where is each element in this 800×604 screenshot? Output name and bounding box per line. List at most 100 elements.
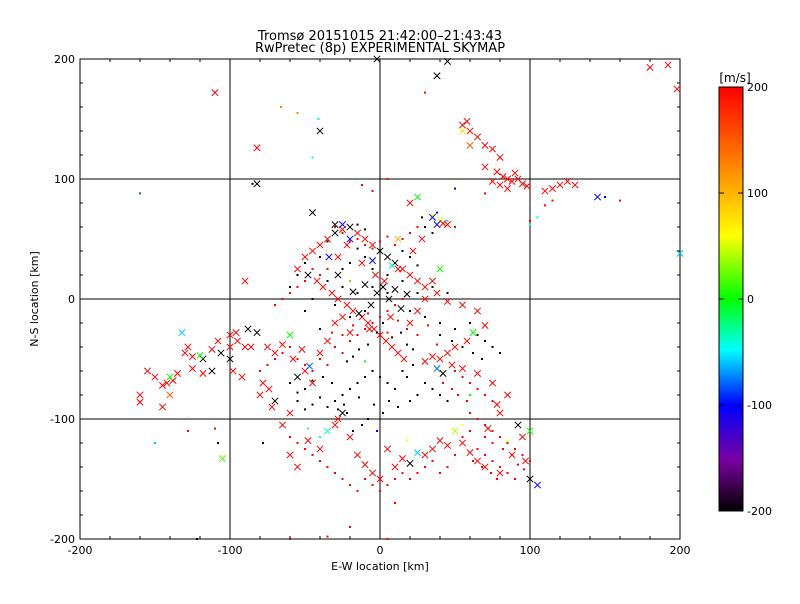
- point-dot: [454, 328, 456, 330]
- point-dot: [529, 223, 531, 226]
- point-dot: [311, 298, 314, 300]
- point-cross: [496, 181, 504, 189]
- point-cross: [433, 72, 441, 80]
- point-dot: [481, 466, 483, 468]
- point-cross-stroke: [166, 391, 174, 399]
- point-cross: [259, 379, 267, 387]
- point-dot: [436, 343, 438, 346]
- x-axis-label: E-W location [km]: [331, 560, 429, 573]
- point-cross-stroke: [338, 409, 347, 417]
- point-cross-stroke: [286, 331, 294, 339]
- point-cross-stroke: [334, 415, 342, 423]
- point-cross: [421, 295, 429, 303]
- point-dot: [382, 322, 384, 324]
- point-cross-stroke: [338, 221, 347, 229]
- point-dot: [371, 322, 374, 324]
- point-dot: [356, 238, 359, 240]
- point-dot: [289, 292, 291, 294]
- point-dot: [394, 388, 396, 390]
- point-cross-stroke: [286, 409, 294, 417]
- point-cross-stroke: [433, 289, 441, 297]
- point-cross: [493, 168, 501, 176]
- point-dot: [496, 478, 498, 480]
- point-cross: [232, 329, 240, 337]
- point-cross-stroke: [526, 475, 534, 483]
- point-cross: [413, 307, 422, 315]
- point-dot: [476, 448, 479, 450]
- point-cross-stroke: [439, 219, 447, 227]
- point-cross-stroke: [473, 369, 482, 377]
- colorbar-tick-label: 100: [747, 187, 768, 200]
- point-cross: [496, 409, 504, 417]
- point-cross-stroke: [388, 343, 396, 351]
- point-dot: [431, 286, 434, 288]
- point-dot: [304, 388, 306, 390]
- point-cross-stroke: [271, 349, 279, 357]
- point-cross: [293, 265, 302, 273]
- point-dot: [439, 472, 441, 474]
- point-cross: [376, 475, 384, 483]
- point-dot: [469, 430, 471, 432]
- point-cross-stroke: [383, 445, 392, 453]
- colorbar-tick-label: 200: [747, 81, 768, 94]
- point-dot: [322, 376, 324, 378]
- point-cross-stroke: [316, 349, 324, 357]
- point-dot: [289, 436, 291, 438]
- point-cross: [406, 199, 414, 207]
- point-cross: [433, 365, 441, 373]
- point-dot: [334, 400, 336, 402]
- point-cross: [548, 185, 557, 193]
- point-dot: [349, 388, 351, 390]
- point-dot: [382, 412, 384, 414]
- point-cross: [151, 373, 159, 381]
- point-cross-stroke: [238, 373, 246, 381]
- point-dot: [506, 442, 509, 444]
- point-cross-stroke: [541, 187, 549, 195]
- point-cross: [286, 451, 294, 459]
- point-cross-stroke: [383, 253, 392, 261]
- point-cross-stroke: [361, 461, 369, 469]
- point-cross: [305, 362, 314, 370]
- point-cross-stroke: [418, 235, 426, 243]
- point-dot: [386, 538, 389, 540]
- point-cross: [268, 403, 276, 411]
- point-cross: [323, 337, 332, 345]
- point-dot: [319, 256, 321, 258]
- point-cross: [488, 177, 497, 185]
- colorbar-tick-label: 0: [747, 293, 754, 306]
- point-dot: [326, 240, 329, 243]
- point-cross: [286, 409, 294, 417]
- point-dot: [367, 343, 369, 346]
- point-cross-stroke: [208, 367, 216, 375]
- point-cross-stroke: [289, 355, 297, 363]
- point-cross-stroke: [463, 337, 471, 345]
- point-dot: [427, 324, 429, 327]
- point-dot: [476, 388, 479, 390]
- point-cross: [481, 463, 489, 471]
- point-cross-stroke: [376, 331, 384, 339]
- point-dot: [356, 292, 359, 294]
- point-cross: [308, 247, 317, 255]
- point-cross: [217, 349, 225, 357]
- point-dot: [446, 400, 449, 402]
- point-dot: [406, 439, 408, 442]
- point-cross-stroke: [343, 301, 351, 309]
- point-cross-stroke: [664, 61, 672, 69]
- point-dot: [356, 247, 359, 250]
- point-dot: [379, 376, 381, 378]
- point-cross: [286, 331, 294, 339]
- point-dot: [274, 358, 276, 360]
- point-cross-stroke: [466, 141, 474, 149]
- point-dot: [481, 358, 483, 360]
- point-cross: [338, 409, 347, 417]
- point-cross: [289, 355, 297, 363]
- point-dot: [379, 240, 381, 243]
- point-cross: [244, 325, 252, 333]
- point-cross: [436, 265, 444, 273]
- point-dot: [367, 418, 369, 420]
- point-cross-stroke: [488, 379, 497, 387]
- point-cross-stroke: [226, 331, 234, 339]
- point-dot: [484, 192, 486, 195]
- point-cross-stroke: [253, 144, 261, 152]
- point-dot: [311, 370, 314, 372]
